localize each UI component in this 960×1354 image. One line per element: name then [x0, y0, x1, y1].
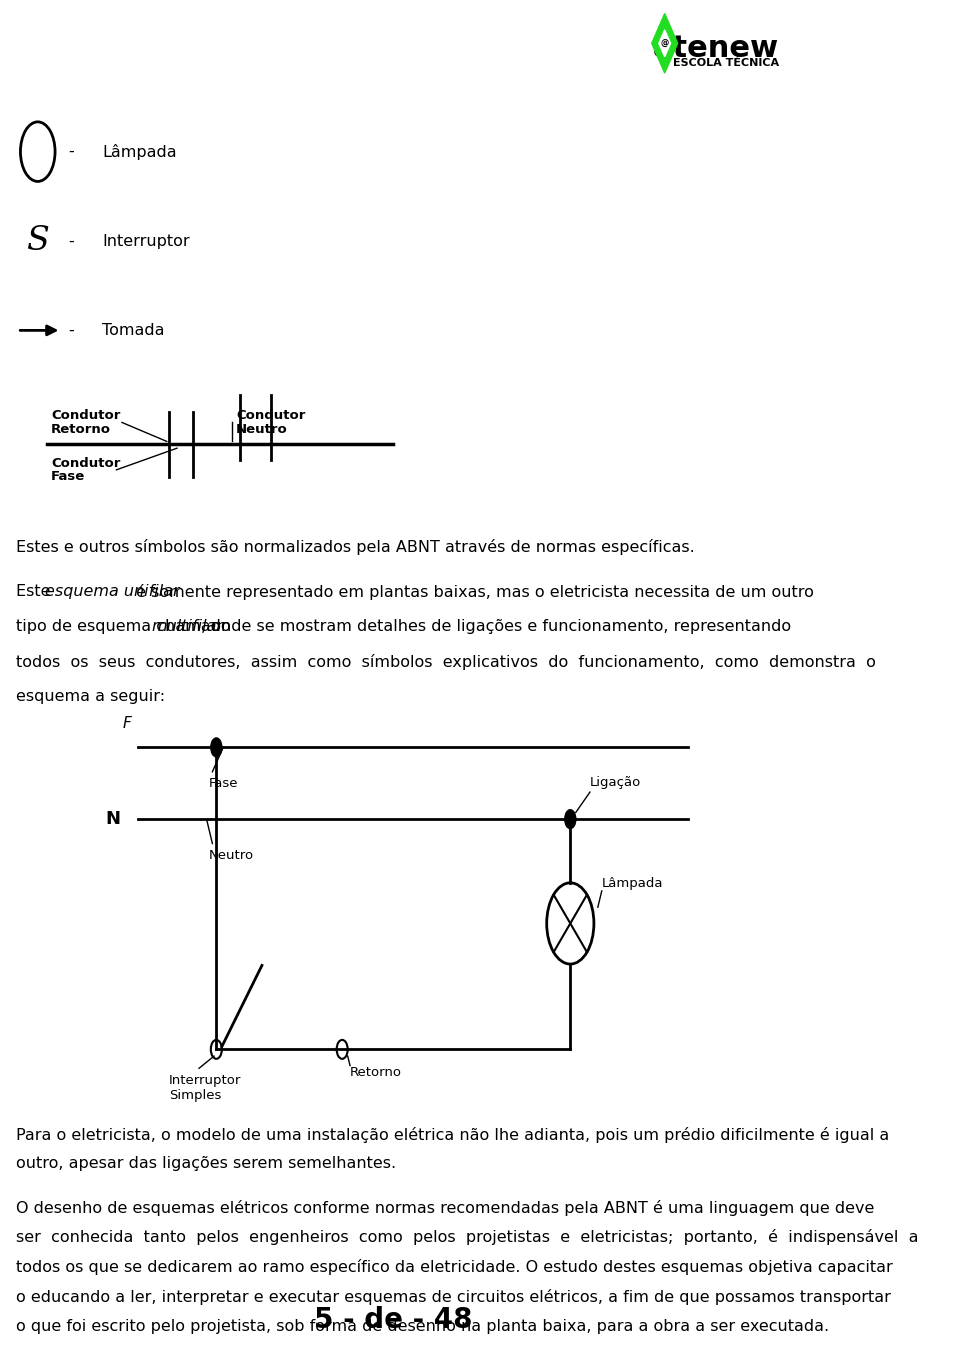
Text: Condutor: Condutor	[51, 456, 121, 470]
Text: Tomada: Tomada	[103, 322, 165, 338]
Polygon shape	[659, 30, 670, 57]
Text: multifilar: multifilar	[151, 619, 223, 634]
Polygon shape	[652, 14, 678, 73]
Text: outro, apesar das ligações serem semelhantes.: outro, apesar das ligações serem semelha…	[15, 1156, 396, 1171]
Text: @: @	[660, 39, 669, 47]
Text: atenew: atenew	[653, 34, 779, 62]
Text: Retorno: Retorno	[51, 422, 111, 436]
Text: Interruptor
Simples: Interruptor Simples	[169, 1074, 242, 1102]
Text: Estes e outros símbolos são normalizados pela ABNT através de normas específicas: Estes e outros símbolos são normalizados…	[15, 539, 694, 555]
Text: S: S	[26, 225, 49, 257]
Circle shape	[564, 810, 576, 829]
Text: Lâmpada: Lâmpada	[103, 144, 177, 160]
Text: o educando a ler, interpretar e executar esquemas de circuitos elétricos, a fim : o educando a ler, interpretar e executar…	[15, 1289, 891, 1305]
Text: Lâmpada: Lâmpada	[602, 876, 663, 890]
Text: N: N	[106, 810, 120, 829]
Text: Ligação: Ligação	[590, 776, 641, 789]
Text: , onde se mostram detalhes de ligações e funcionamento, representando: , onde se mostram detalhes de ligações e…	[201, 619, 791, 634]
Text: 5 - de - 48: 5 - de - 48	[314, 1307, 472, 1334]
Text: Neutro: Neutro	[236, 422, 288, 436]
Text: F: F	[123, 716, 132, 731]
Text: esquema a seguir:: esquema a seguir:	[15, 689, 165, 704]
Text: Este: Este	[15, 584, 56, 598]
Text: o que foi escrito pelo projetista, sob forma de desenho na planta baixa, para a : o que foi escrito pelo projetista, sob f…	[15, 1319, 828, 1334]
Text: todos os que se dedicarem ao ramo específico da eletricidade. O estudo destes es: todos os que se dedicarem ao ramo especí…	[15, 1259, 893, 1275]
Text: Condutor: Condutor	[236, 409, 305, 422]
Text: Fase: Fase	[208, 777, 238, 791]
Text: esquema unifilar: esquema unifilar	[45, 584, 180, 598]
Text: Interruptor: Interruptor	[103, 233, 190, 249]
Text: ser  conhecida  tanto  pelos  engenheiros  como  pelos  projetistas  e  eletrici: ser conhecida tanto pelos engenheiros co…	[15, 1229, 918, 1246]
Text: -: -	[68, 233, 74, 249]
Circle shape	[211, 738, 222, 757]
Text: ESCOLA TÉCNICA: ESCOLA TÉCNICA	[673, 58, 779, 68]
Text: é somente representado em plantas baixas, mas o eletricista necessita de um outr: é somente representado em plantas baixas…	[131, 584, 813, 600]
Text: Condutor: Condutor	[51, 409, 121, 422]
Text: Fase: Fase	[51, 470, 85, 483]
Text: Para o eletricista, o modelo de uma instalação elétrica não lhe adianta, pois um: Para o eletricista, o modelo de uma inst…	[15, 1127, 889, 1143]
Text: Neutro: Neutro	[208, 849, 253, 862]
Text: O desenho de esquemas elétricos conforme normas recomendadas pela ABNT é uma lin: O desenho de esquemas elétricos conforme…	[15, 1200, 875, 1216]
Text: Retorno: Retorno	[350, 1066, 402, 1079]
Text: tipo de esquema chamado: tipo de esquema chamado	[15, 619, 235, 634]
Text: todos  os  seus  condutores,  assim  como  símbolos  explicativos  do  funcionam: todos os seus condutores, assim como sím…	[15, 654, 876, 670]
Text: -: -	[68, 144, 74, 160]
Text: -: -	[68, 322, 74, 338]
